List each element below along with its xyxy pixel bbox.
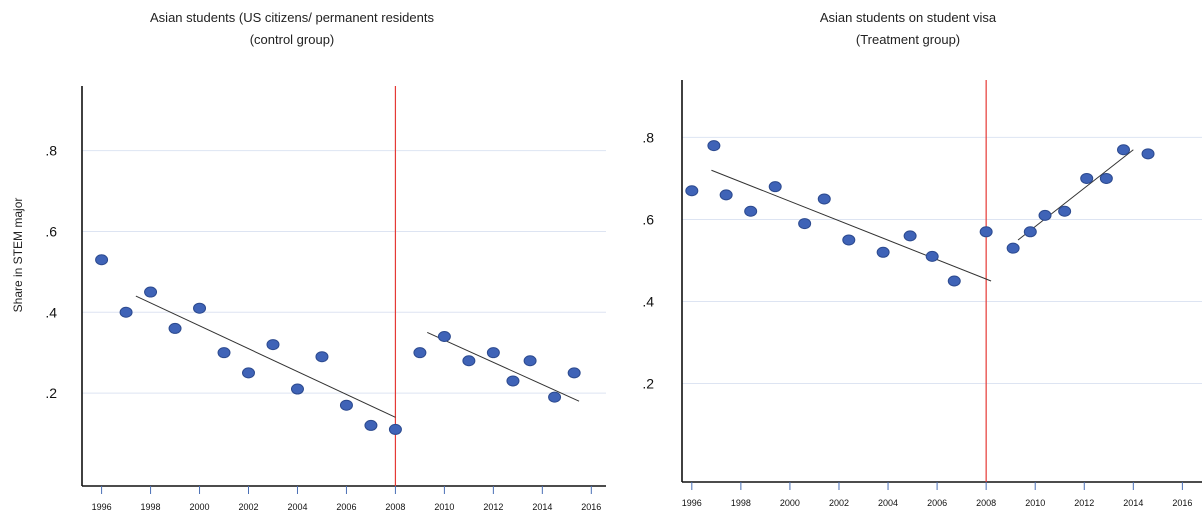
data-point <box>876 246 890 258</box>
data-point <box>1080 172 1094 184</box>
y-tick-label: .2 <box>642 376 654 392</box>
x-tick-label: 1996 <box>92 502 112 512</box>
data-point <box>719 189 733 201</box>
data-point <box>903 230 917 242</box>
chart-panel-2: Asian students on student visa (Treatment… <box>642 10 1202 508</box>
x-tick-label: 2016 <box>581 502 601 512</box>
data-point <box>437 331 451 343</box>
data-point <box>193 302 207 314</box>
data-point <box>1038 209 1052 221</box>
x-tick-label: 2000 <box>780 498 800 508</box>
y-tick-label: .8 <box>642 129 654 145</box>
data-point <box>548 391 562 403</box>
y-tick-label: .6 <box>45 223 57 239</box>
data-point <box>1141 148 1155 160</box>
x-tick-label: 2014 <box>532 502 552 512</box>
x-tick-label: 2008 <box>385 502 405 512</box>
chart-title-line-2: (control group) <box>250 32 335 47</box>
data-point <box>144 286 158 298</box>
x-tick-label: 2008 <box>976 498 996 508</box>
chart-title-line-1: Asian students on student visa <box>820 10 997 25</box>
data-point <box>266 339 280 351</box>
data-point <box>523 355 537 367</box>
data-point <box>979 226 993 238</box>
x-tick-label: 2012 <box>483 502 503 512</box>
y-tick-label: .4 <box>642 294 654 310</box>
data-point <box>315 351 329 363</box>
x-tick-label: 2006 <box>927 498 947 508</box>
data-point <box>1099 172 1113 184</box>
x-tick-label: 2002 <box>238 502 258 512</box>
fit-line-2 <box>1017 149 1134 241</box>
data-point <box>462 355 476 367</box>
data-point <box>744 205 758 217</box>
x-tick-label: 2016 <box>1172 498 1192 508</box>
data-point <box>217 347 231 359</box>
x-tick-label: 2006 <box>336 502 356 512</box>
data-point <box>925 250 939 262</box>
data-point <box>685 185 699 197</box>
x-tick-label: 1996 <box>682 498 702 508</box>
y-tick-label: .4 <box>45 304 57 320</box>
x-tick-label: 2000 <box>190 502 210 512</box>
x-tick-label: 1998 <box>731 498 751 508</box>
data-point <box>486 347 500 359</box>
data-point <box>842 234 856 246</box>
x-tick-label: 2002 <box>829 498 849 508</box>
data-point <box>119 306 133 318</box>
fit-line-1 <box>711 169 992 282</box>
y-axis-label: Share in STEM major <box>11 198 25 313</box>
data-point <box>707 140 721 152</box>
data-point <box>388 423 402 435</box>
y-tick-label: .8 <box>45 143 57 159</box>
fit-line-1 <box>135 295 396 418</box>
data-point <box>567 367 581 379</box>
data-point <box>768 181 782 193</box>
data-point <box>506 375 520 387</box>
x-tick-label: 2004 <box>287 502 307 512</box>
chart-title-line-2: (Treatment group) <box>856 32 960 47</box>
data-point <box>242 367 256 379</box>
data-point <box>947 275 961 287</box>
data-point <box>798 218 812 230</box>
y-tick-label: .6 <box>642 211 654 227</box>
data-point <box>413 347 427 359</box>
x-tick-label: 2012 <box>1074 498 1094 508</box>
x-tick-label: 2014 <box>1123 498 1143 508</box>
data-point <box>1058 205 1072 217</box>
data-point <box>817 193 831 205</box>
y-tick-label: .2 <box>45 385 57 401</box>
chart-panel-1: Asian students (US citizens/ permanent r… <box>45 10 606 512</box>
data-point <box>364 419 378 431</box>
data-point <box>1117 144 1131 156</box>
x-tick-label: 2010 <box>1025 498 1045 508</box>
data-point <box>95 254 109 266</box>
chart-title-line-1: Asian students (US citizens/ permanent r… <box>150 10 434 25</box>
x-tick-label: 1998 <box>141 502 161 512</box>
x-tick-label: 2004 <box>878 498 898 508</box>
data-point <box>339 399 353 411</box>
data-point <box>1023 226 1037 238</box>
x-tick-label: 2010 <box>434 502 454 512</box>
fit-line-2 <box>427 332 580 402</box>
data-point <box>1006 242 1020 254</box>
data-point <box>168 322 182 334</box>
data-point <box>290 383 304 395</box>
